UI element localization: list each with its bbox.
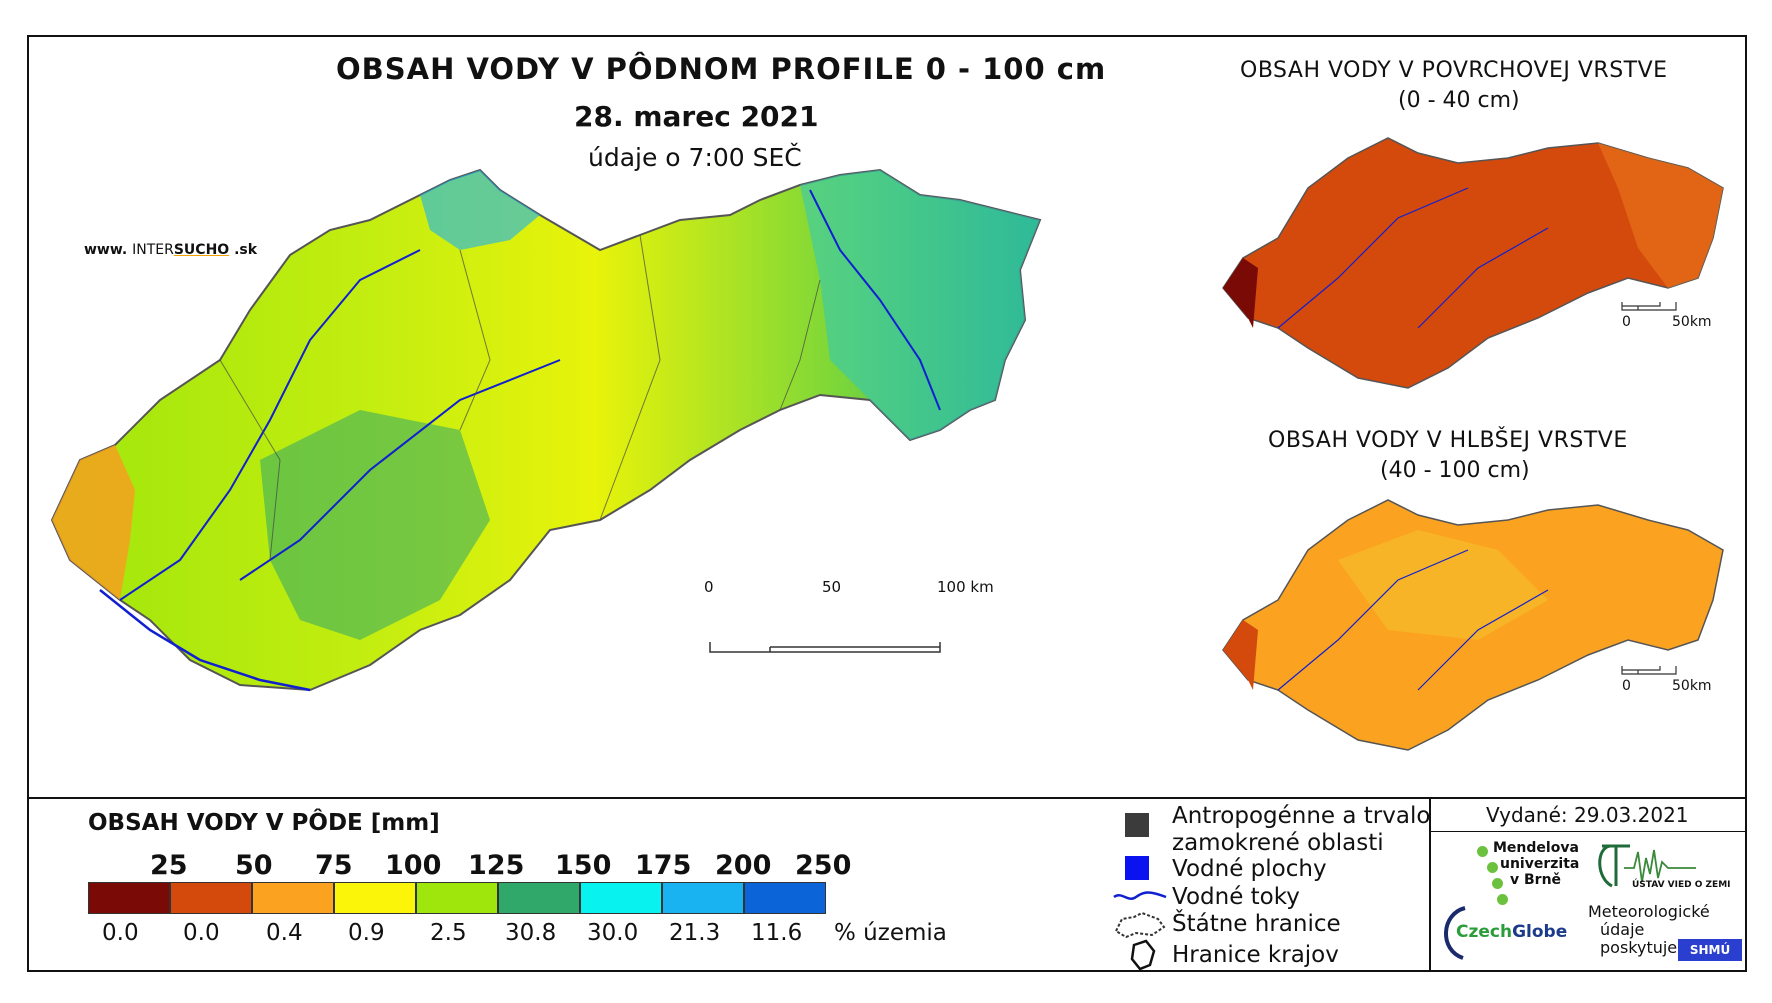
river-hornad bbox=[809, 189, 941, 411]
mendel-text-3: v Brně bbox=[1510, 872, 1562, 888]
mendel-dot-icon bbox=[1497, 894, 1508, 905]
czechglobe-text: CzechGlobe bbox=[1456, 922, 1567, 942]
river-vah bbox=[119, 249, 421, 601]
region-borders bbox=[219, 234, 821, 561]
time-note: údaje o 7:00 SEČ bbox=[588, 143, 802, 172]
legend-item-vodne-toky: Vodné toky bbox=[1172, 884, 1300, 910]
legend-item-antropogenne-2: zamokrené oblasti bbox=[1172, 830, 1384, 856]
czechglobe-text-a: Czech bbox=[1456, 922, 1513, 942]
meteo-text-1: Meteorologické bbox=[1588, 902, 1710, 921]
inset-bottom-scalebar-50: 50km bbox=[1672, 678, 1712, 694]
uvgz-text: ÚSTAV VIED O ZEMI bbox=[1632, 880, 1731, 890]
website-suffix: .sk bbox=[234, 242, 258, 258]
inset-top-title: OBSAH VODY V POVRCHOVEJ VRSTVE bbox=[1240, 58, 1668, 83]
legend-swatch bbox=[170, 882, 252, 914]
threshold-label: 200 bbox=[715, 850, 772, 881]
legend-swatch bbox=[662, 882, 744, 914]
mendel-dot-icon bbox=[1477, 846, 1488, 857]
website-brand-b: SUCHO bbox=[173, 242, 230, 258]
inset-bottom-title: OBSAH VODY V HLBŠEJ VRSTVE bbox=[1268, 428, 1628, 453]
river-danube bbox=[99, 589, 311, 692]
issued-date: Vydané: 29.03.2021 bbox=[1486, 803, 1689, 827]
legend-item-hranice-krajov: Hranice krajov bbox=[1172, 942, 1339, 968]
inset-bottom-scalebar bbox=[1621, 666, 1677, 675]
mendel-dot-icon bbox=[1492, 878, 1503, 889]
north-wet-zone bbox=[420, 170, 540, 250]
threshold-label: 175 bbox=[635, 850, 692, 881]
legend-divider bbox=[27, 797, 1747, 799]
czechglobe-arc-icon bbox=[1444, 906, 1466, 960]
website-prefix: www. bbox=[84, 242, 128, 258]
main-map bbox=[50, 168, 1042, 692]
state-border-icon bbox=[1114, 911, 1166, 939]
legend-item-antropogenne: Antropogénne a trvalo bbox=[1172, 803, 1431, 829]
inset-top-scalebar-50: 50km bbox=[1672, 314, 1712, 330]
threshold-label: 75 bbox=[315, 850, 353, 881]
pct-unit: % územia bbox=[834, 920, 947, 946]
legend-swatch bbox=[416, 882, 498, 914]
main-scalebar bbox=[709, 642, 941, 653]
threshold-label: 25 bbox=[150, 850, 188, 881]
inset-bottom-map bbox=[1222, 499, 1724, 751]
inset-top-scalebar bbox=[1621, 302, 1677, 311]
inset-top-subtitle: (0 - 40 cm) bbox=[1398, 88, 1520, 113]
threshold-label: 250 bbox=[795, 850, 852, 881]
shmu-logo: SHMÚ bbox=[1678, 939, 1742, 961]
legend-pct: 0.9 bbox=[348, 920, 385, 946]
legend-item-statne-hranice: Štátne hranice bbox=[1172, 911, 1341, 937]
map-frame bbox=[27, 35, 1747, 972]
issued-divider bbox=[1429, 831, 1747, 832]
main-scalebar-0: 0 bbox=[704, 578, 714, 596]
map-date: 28. marec 2021 bbox=[574, 100, 819, 133]
website-link[interactable]: www. INTERSUCHO .sk bbox=[84, 242, 257, 258]
dark-square-icon bbox=[1125, 813, 1149, 837]
main-scalebar-100: 100 km bbox=[937, 578, 994, 596]
central-moist-zone bbox=[260, 410, 490, 640]
legend-swatch bbox=[252, 882, 334, 914]
legend-pct: 0.4 bbox=[266, 920, 303, 946]
legend-item-vodne-plochy: Vodné plochy bbox=[1172, 856, 1327, 882]
legend-pct: 0.0 bbox=[102, 920, 139, 946]
region-border-icon bbox=[1130, 939, 1156, 971]
legend-pct: 0.0 bbox=[183, 920, 220, 946]
inset-top-map bbox=[1222, 137, 1724, 389]
threshold-label: 150 bbox=[555, 850, 612, 881]
inset-bottom-scalebar-0: 0 bbox=[1622, 678, 1631, 694]
legend-swatch bbox=[744, 882, 826, 914]
legend-pct: 21.3 bbox=[669, 920, 721, 946]
legend-pct: 2.5 bbox=[430, 920, 467, 946]
legend-pct: 30.0 bbox=[587, 920, 639, 946]
inset-top-scalebar-0: 0 bbox=[1622, 314, 1631, 330]
main-scalebar-50: 50 bbox=[822, 578, 842, 596]
seismograph-icon bbox=[1598, 844, 1696, 888]
blue-square-icon bbox=[1125, 856, 1149, 880]
map-title: OBSAH VODY V PÔDNOM PROFILE 0 - 100 cm bbox=[336, 52, 1107, 86]
east-wet-zone bbox=[800, 170, 1040, 440]
mendel-text-1: Mendelova bbox=[1493, 840, 1579, 856]
website-brand-a: INTER bbox=[132, 242, 174, 258]
legend-title: OBSAH VODY V PÔDE [mm] bbox=[88, 810, 440, 836]
threshold-label: 125 bbox=[468, 850, 525, 881]
meteo-text-2: údaje bbox=[1600, 920, 1645, 939]
meteo-text-3: poskytuje: bbox=[1600, 938, 1683, 957]
legend-swatch bbox=[580, 882, 662, 914]
mendel-dot-icon bbox=[1487, 862, 1498, 873]
legend-pct: 11.6 bbox=[751, 920, 803, 946]
threshold-label: 50 bbox=[235, 850, 273, 881]
legend-swatch bbox=[498, 882, 580, 914]
inset-bottom-subtitle: (40 - 100 cm) bbox=[1380, 458, 1530, 483]
shmu-text: SHMÚ bbox=[1689, 943, 1731, 957]
west-dry-zone bbox=[52, 445, 135, 600]
river-line-icon bbox=[1113, 891, 1167, 900]
river-hron bbox=[239, 359, 561, 581]
czechglobe-text-b: Globe bbox=[1512, 922, 1568, 942]
threshold-label: 100 bbox=[385, 850, 442, 881]
legend-pct: 30.8 bbox=[505, 920, 557, 946]
credits-divider bbox=[1429, 797, 1431, 972]
mendel-text-2: univerzita bbox=[1500, 856, 1580, 872]
legend-swatch bbox=[334, 882, 416, 914]
legend-swatch bbox=[88, 882, 170, 914]
